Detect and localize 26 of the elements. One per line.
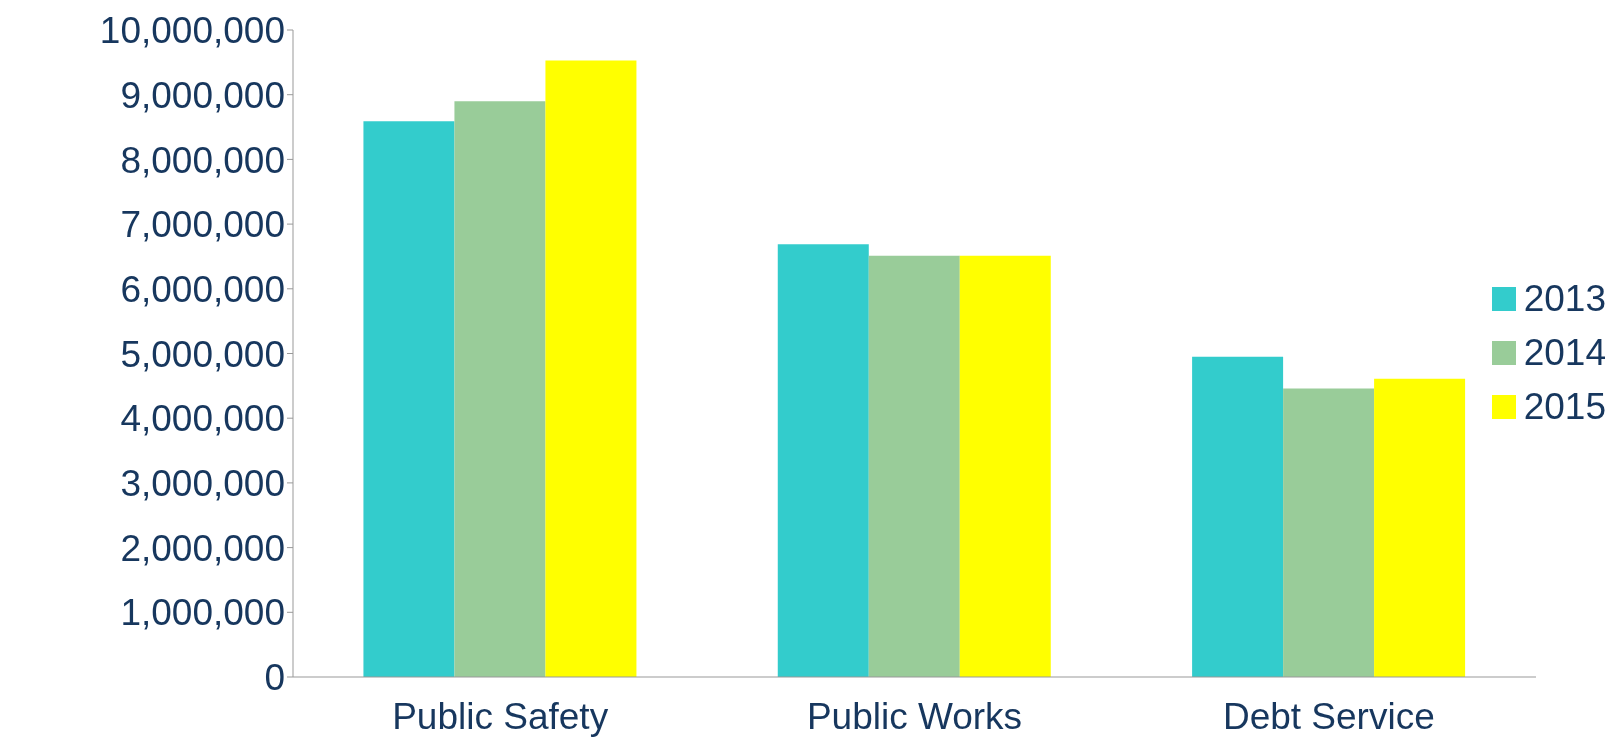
y-tick-label: 9,000,000 — [120, 74, 285, 116]
y-tick-label: 6,000,000 — [120, 268, 285, 310]
bar — [545, 60, 637, 677]
y-tick-label: 2,000,000 — [120, 527, 285, 569]
x-tick-label: Public Works — [806, 696, 1023, 738]
y-tick-label: 10,000,000 — [99, 10, 285, 52]
legend-label: 2015 — [1523, 386, 1606, 428]
y-tick-label: 8,000,000 — [120, 139, 285, 181]
x-tick-label: Debt Service — [1222, 696, 1435, 738]
bar — [959, 255, 1051, 677]
y-tick-label: 5,000,000 — [120, 333, 285, 375]
bar — [1283, 388, 1375, 677]
bar — [1192, 356, 1284, 677]
legend-label: 2013 — [1523, 278, 1606, 320]
y-tick-label: 4,000,000 — [120, 398, 285, 440]
x-tick-label: Public Safety — [392, 696, 609, 738]
legend-label: 2014 — [1523, 332, 1606, 374]
bar — [363, 121, 455, 677]
y-tick-label: 3,000,000 — [120, 463, 285, 505]
y-tick-label: 7,000,000 — [120, 204, 285, 246]
bar — [868, 255, 960, 677]
bar — [777, 244, 869, 677]
bar — [1374, 378, 1466, 677]
y-tick-label: 0 — [264, 657, 285, 699]
y-tick-label: 1,000,000 — [120, 592, 285, 634]
bar — [454, 101, 546, 677]
